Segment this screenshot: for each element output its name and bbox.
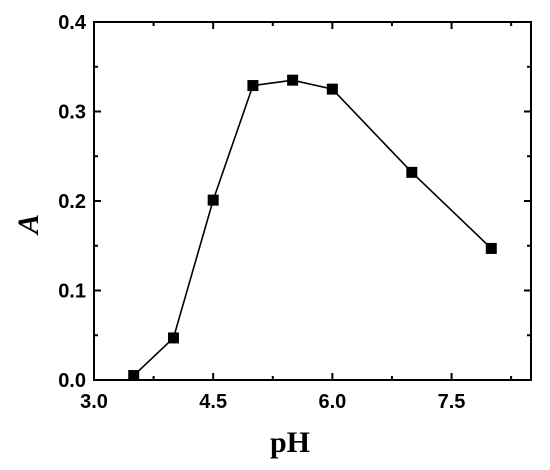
- y-tick-label: 0.3: [58, 102, 86, 124]
- series-line: [133, 79, 492, 377]
- plot-frame: [93, 21, 532, 381]
- x-tick-label: 4.5: [199, 391, 227, 413]
- y-tick-label: 0.2: [58, 191, 86, 213]
- data-point: [485, 242, 497, 254]
- data-point: [128, 370, 140, 382]
- y-tick-label: 0.1: [58, 281, 86, 303]
- data-point: [207, 194, 219, 206]
- data-point: [406, 166, 418, 178]
- tick-labels: 3.0 4.5 6.0 7.5 0.0 0.1 0.2 0.3 0.4: [58, 12, 465, 413]
- y-tick-label: 0.4: [58, 12, 87, 34]
- data-point: [287, 74, 299, 86]
- data-point: [167, 332, 179, 344]
- data-point: [247, 80, 259, 92]
- x-tick-label: 6.0: [318, 391, 346, 413]
- data-point: [326, 83, 338, 95]
- y-axis-title: A: [12, 214, 45, 236]
- axis-ticks: [93, 21, 531, 381]
- data-series: [128, 74, 497, 382]
- x-axis-title: pH: [270, 426, 310, 459]
- x-tick-label: 7.5: [438, 391, 466, 413]
- y-tick-label: 0.0: [58, 370, 86, 392]
- x-tick-label: 3.0: [80, 391, 108, 413]
